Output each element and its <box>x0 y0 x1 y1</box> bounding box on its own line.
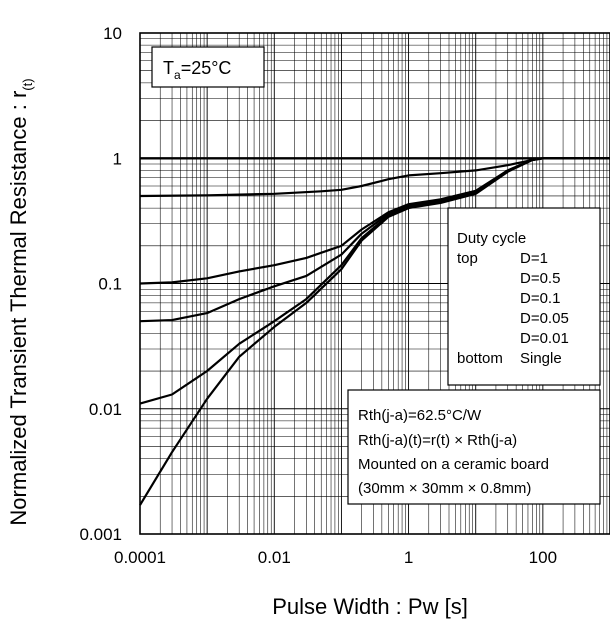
legend-entry: D=0.5 <box>520 270 560 287</box>
legend-frame <box>447 207 601 386</box>
legend-position-label: top <box>457 250 478 267</box>
y-tick-label: 10 <box>103 24 122 43</box>
legend-entry: Single <box>520 350 562 367</box>
y-tick-label: 0.001 <box>79 525 122 544</box>
legend-box: Duty cycle top D=1 D=0.5 D=0.1 D=0.05 D=0.01 b… <box>447 207 601 386</box>
y-axis-label: Normalized Transient Thermal Resistance … <box>6 78 35 525</box>
notes-frame <box>347 389 601 505</box>
series-line-single <box>139 157 610 506</box>
y-tick-labels: 0.001 0.01 0.1 1 10 <box>79 24 122 544</box>
notes-box: Rth(j-a)=62.5°C/W Rth(j-a)(t)=r(t) × Rth… <box>347 389 601 505</box>
x-tick-label: 1 <box>404 548 413 567</box>
note-rth-formula: Rth(j-a)(t)=r(t) × Rth(j-a) <box>358 432 517 449</box>
legend-entry: D=0.05 <box>520 310 569 327</box>
legend-position-label: bottom <box>457 350 503 367</box>
legend-title: Duty cycle <box>457 230 526 247</box>
legend-entry: D=1 <box>520 250 548 267</box>
legend-rows: top D=1 D=0.5 D=0.1 D=0.05 D=0.01 bottom Single <box>457 250 569 367</box>
x-axis-label: Pulse Width : Pw [s] <box>272 594 468 619</box>
x-tick-label: 0.0001 <box>114 548 166 567</box>
series-lines <box>139 157 610 506</box>
y-tick-label: 0.1 <box>98 275 122 294</box>
legend-entry: D=0.1 <box>520 290 560 307</box>
note-rth: Rth(j-a)=62.5°C/W <box>358 407 482 424</box>
y-tick-label: 0.01 <box>89 400 122 419</box>
note-mounting: Mounted on a ceramic board <box>358 456 549 473</box>
y-tick-label: 1 <box>113 149 122 168</box>
x-tick-label: 100 <box>529 548 557 567</box>
plot-frame <box>139 32 610 535</box>
note-board-size: (30mm × 30mm × 0.8mm) <box>358 480 531 497</box>
x-tick-labels: 0.0001 0.01 1 100 <box>114 548 557 567</box>
condition-box-frame <box>151 46 265 88</box>
x-tick-label: 0.01 <box>258 548 291 567</box>
condition-label: Ta=25°C <box>163 58 231 82</box>
legend-entry: D=0.01 <box>520 330 569 347</box>
condition-box: Ta=25°C <box>151 46 265 88</box>
